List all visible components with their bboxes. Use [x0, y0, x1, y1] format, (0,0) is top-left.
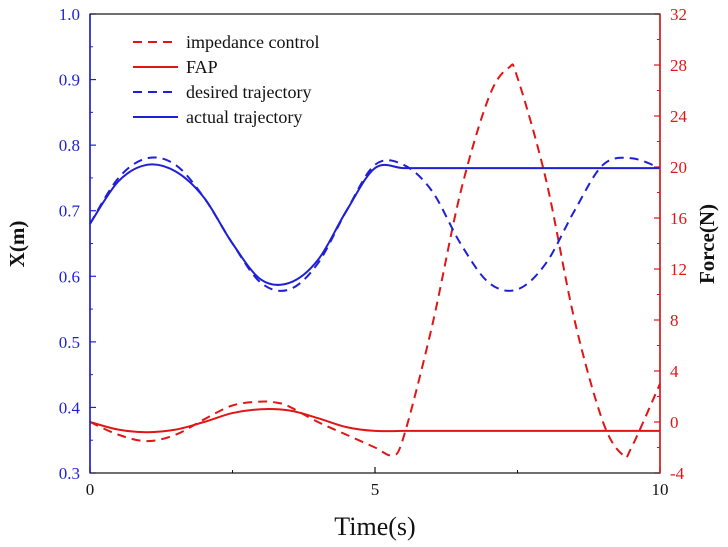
legend: impedance control FAP desired trajectory ac… — [133, 32, 319, 127]
series-line-FAP — [89, 408, 660, 434]
y-tick-label: 1.0 — [59, 5, 80, 24]
y2-tick-label: 20 — [670, 158, 687, 177]
y-tick-label: 0.9 — [59, 71, 80, 90]
x-axis-label: Time(s) — [334, 512, 415, 541]
x-tick-label: 5 — [371, 480, 380, 499]
plot-frame — [89, 13, 661, 474]
y2-axis-label: Force(N) — [695, 204, 719, 284]
y-tick-label: 0.8 — [59, 136, 80, 155]
tick-layer: 0 5 10 0.3 0.4 0.5 0.6 0.7 0.8 0.9 1.0 -4 0 4 8 12 16 20 2… — [59, 5, 688, 499]
y2-tick-label: 32 — [670, 5, 687, 24]
y2-tick-label: 12 — [670, 260, 687, 279]
legend-label: impedance control — [186, 32, 319, 52]
y2-tick-label: 8 — [670, 311, 679, 330]
y-tick-label: 0.6 — [59, 267, 80, 286]
x-tick-label: 10 — [652, 480, 669, 499]
series-line-actual-trajectory — [89, 163, 660, 286]
x-tick-label: 0 — [86, 480, 95, 499]
y2-tick-label: 28 — [670, 56, 687, 75]
legend-label: actual trajectory — [186, 107, 302, 127]
legend-label: desired trajectory — [186, 82, 311, 102]
series-line-desired-trajectory — [89, 156, 661, 292]
y-tick-label: 0.4 — [59, 398, 81, 417]
y-axis-label: X(m) — [5, 221, 29, 268]
legend-label: FAP — [186, 57, 218, 77]
y2-tick-label: 24 — [670, 107, 688, 126]
y-tick-label: 0.3 — [59, 464, 80, 483]
plot-area — [89, 63, 661, 459]
y2-tick-label: 16 — [670, 209, 687, 228]
y-tick-label: 0.7 — [59, 202, 81, 221]
y-tick-label: 0.5 — [59, 333, 80, 352]
y2-tick-label: -4 — [670, 464, 685, 483]
series-line-impedance-control — [89, 63, 661, 459]
y2-tick-label: 4 — [670, 362, 679, 381]
y2-tick-label: 0 — [670, 413, 679, 432]
